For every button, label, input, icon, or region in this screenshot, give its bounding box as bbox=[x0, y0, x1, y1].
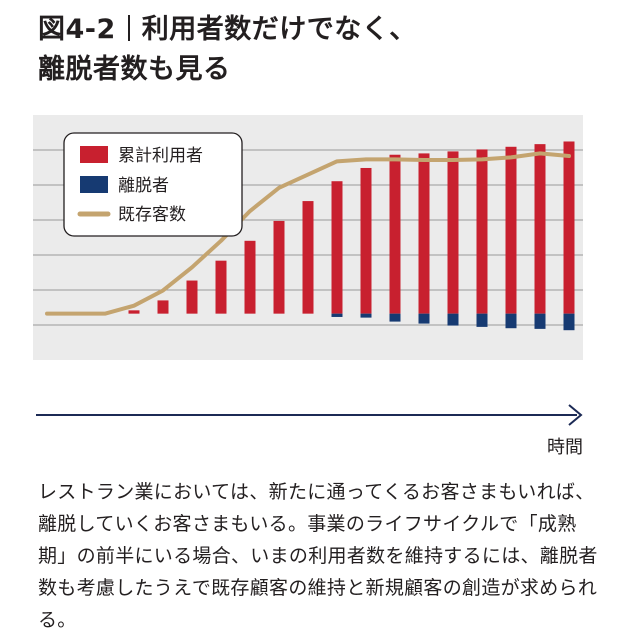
title-separator bbox=[127, 15, 130, 41]
bar-cumulative-users bbox=[128, 310, 140, 314]
bar-churned-users bbox=[389, 313, 401, 322]
bar-cumulative-users bbox=[534, 144, 546, 314]
x-axis-arrowhead bbox=[568, 404, 583, 426]
bar-churned-users bbox=[505, 313, 517, 329]
bar-cumulative-users bbox=[389, 154, 401, 314]
legend-swatch-cumulative bbox=[80, 146, 108, 163]
bar-cumulative-users bbox=[215, 260, 227, 314]
legend-box bbox=[63, 132, 243, 237]
bar-cumulative-users bbox=[505, 146, 517, 314]
caption-text: レストラン業においては、新たに通ってくるお客さまもいれば、離脱していくお客さまも… bbox=[38, 481, 598, 631]
title-line-1: 利用者数だけでなく、 bbox=[141, 14, 417, 45]
x-axis-label: 時間 bbox=[547, 437, 583, 458]
legend-label-churn: 離脱者 bbox=[118, 176, 169, 196]
title-line-2: 離脱者数も見る bbox=[38, 54, 231, 85]
bars bbox=[128, 141, 575, 331]
figure-number: 図4-2 bbox=[38, 14, 116, 45]
bar-churned-users bbox=[360, 313, 372, 318]
bar-churned-users bbox=[331, 313, 343, 317]
bar-cumulative-users bbox=[302, 201, 314, 314]
bar-cumulative-users bbox=[331, 181, 343, 314]
legend-swatch-churn bbox=[80, 176, 108, 193]
existing-customers-line bbox=[45, 151, 571, 316]
bar-cumulative-users bbox=[360, 167, 372, 314]
figure-title: 図4-2 利用者数だけでなく、 離脱者数も見る bbox=[38, 10, 417, 90]
bar-cumulative-users bbox=[273, 220, 285, 314]
chart: 累計利用者 離脱者 既存客数 時間 bbox=[33, 115, 583, 458]
bar-cumulative-users bbox=[563, 141, 575, 314]
bar-churned-users bbox=[534, 313, 546, 329]
legend-label-cumulative: 累計利用者 bbox=[118, 146, 203, 166]
bar-cumulative-users bbox=[476, 149, 488, 314]
bar-churned-users bbox=[476, 313, 488, 327]
bar-cumulative-users bbox=[244, 240, 256, 314]
legend: 累計利用者 離脱者 既存客数 bbox=[63, 132, 243, 237]
bar-cumulative-users bbox=[157, 300, 169, 314]
bar-churned-users bbox=[563, 313, 575, 331]
bar-cumulative-users bbox=[186, 280, 198, 314]
bar-cumulative-users bbox=[418, 153, 430, 314]
legend-label-existing: 既存客数 bbox=[118, 205, 186, 225]
bar-churned-users bbox=[447, 313, 459, 326]
bar-cumulative-users bbox=[447, 151, 459, 314]
bar-churned-users bbox=[418, 313, 430, 324]
